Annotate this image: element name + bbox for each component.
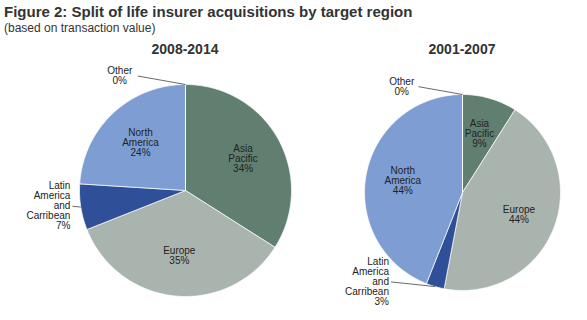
- svg-text:AsiaPacific34%: AsiaPacific34%: [228, 143, 257, 174]
- svg-text:Europe35%: Europe35%: [163, 245, 196, 266]
- html-text:(based on transaction value): (based on transaction value): [4, 21, 156, 35]
- svg-text:LatinAmericaandCarribean7%: LatinAmericaandCarribean7%: [26, 180, 70, 231]
- html-text:2008-2014: 2008-2014: [151, 41, 219, 57]
- svg-text:Other0%: Other0%: [389, 76, 415, 97]
- svg-text:Europe44%: Europe44%: [503, 204, 536, 225]
- svg-text:NorthAmerica44%: NorthAmerica44%: [384, 165, 421, 196]
- svg-text:Other0%: Other0%: [107, 65, 133, 86]
- html-text:Figure 2: Split of life insure: Figure 2: Split of life insurer acquisit…: [4, 3, 413, 20]
- svg-text:AsiaPacific9%: AsiaPacific9%: [465, 118, 494, 149]
- html-text:2001-2007: 2001-2007: [428, 41, 496, 57]
- svg-text:NorthAmerica24%: NorthAmerica24%: [122, 127, 159, 158]
- svg-text:LatinAmericaandCarribean3%: LatinAmericaandCarribean3%: [345, 256, 389, 307]
